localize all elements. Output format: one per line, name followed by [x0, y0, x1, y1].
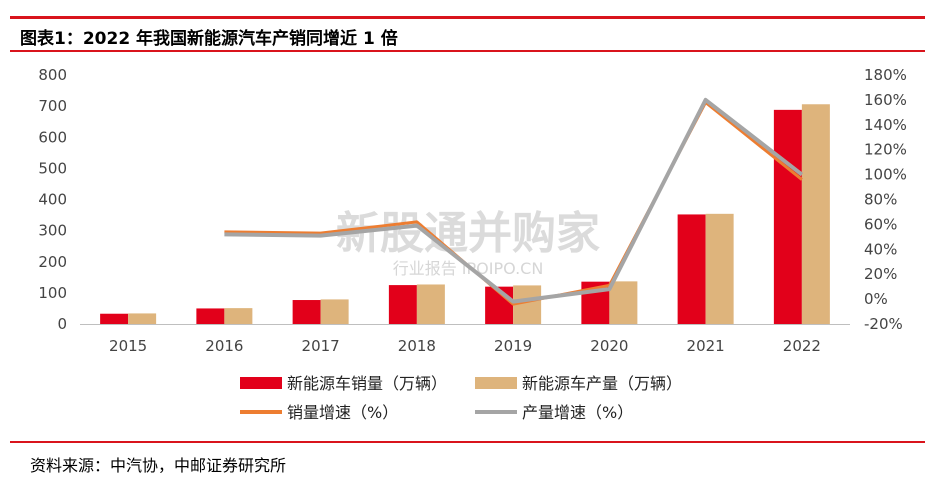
y-right-tick-label: 80%: [864, 191, 897, 209]
x-tick-label-2015: 2015: [109, 337, 147, 355]
watermark-main: 新股通并购家: [336, 208, 600, 259]
y-right-tick-label: 120%: [864, 141, 907, 159]
title-rule: [10, 50, 925, 52]
x-tick-label-2017: 2017: [302, 337, 340, 355]
y-right-tick-label: 160%: [864, 91, 907, 109]
y-left-tick-label: 700: [38, 97, 67, 115]
bottom-rule: [10, 441, 925, 443]
y-left-tick-label: 600: [38, 128, 67, 146]
bar-sales-2022: [773, 109, 802, 324]
line-production-growth: [224, 97, 804, 304]
y-left-tick-label: 100: [38, 284, 67, 302]
x-tick-label-2022: 2022: [783, 337, 821, 355]
y-right-tick-label: 140%: [864, 116, 907, 134]
y-right-tick-label: 40%: [864, 240, 897, 258]
legend-sales-label: 新能源车销量（万辆）: [287, 374, 447, 393]
legend-sales-growth: 销量增速（%）: [240, 403, 398, 422]
legend-production: 新能源车产量（万辆）: [475, 374, 682, 393]
x-tick-label-2020: 2020: [590, 337, 628, 355]
y-left-tick-label: 800: [38, 66, 67, 84]
x-tick-label-2021: 2021: [687, 337, 725, 355]
legend-production-label: 新能源车产量（万辆）: [522, 374, 682, 393]
x-tick-label-2016: 2016: [205, 337, 243, 355]
bar-production-2018: [416, 284, 445, 324]
top-rule: [10, 16, 925, 19]
x-tick-label-2019: 2019: [494, 337, 532, 355]
bar-production-2021: [705, 213, 734, 324]
bar-sales-2018: [388, 285, 417, 324]
legend-sales-swatch: [240, 377, 282, 389]
y-right-tick-label: 0%: [864, 290, 888, 308]
bar-sales-2017: [292, 300, 321, 324]
bar-production-2015: [128, 313, 157, 324]
y-left-tick-label: 400: [38, 191, 67, 209]
y-left-tick-label: 500: [38, 159, 67, 177]
y-left-tick-label: 200: [38, 253, 67, 271]
y-right-tick-label: 20%: [864, 265, 897, 283]
y-right-tick-label: -20%: [864, 315, 903, 333]
legend-production-swatch: [475, 377, 517, 389]
legend-sales-growth-label: 销量增速（%）: [287, 403, 398, 422]
source-note: 资料来源：中汽协，中邮证券研究所: [30, 456, 287, 475]
y-left-tick-label: 0: [57, 315, 67, 333]
bar-sales-2016: [196, 308, 225, 324]
y-right-tick-label: 60%: [864, 215, 897, 233]
bar-sales-2015: [100, 313, 129, 324]
bar-production-2022: [801, 104, 830, 324]
y-right-tick-label: 100%: [864, 166, 907, 184]
bar-production-2017: [320, 299, 349, 324]
x-tick-label-2018: 2018: [398, 337, 436, 355]
legend-production-growth-label: 产量增速（%）: [522, 403, 633, 422]
y-right-tick-label: 180%: [864, 66, 907, 84]
bar-sales-2021: [677, 214, 706, 324]
chart-title: 图表1：2022 年我国新能源汽车产销同增近 1 倍: [20, 29, 398, 49]
bar-production-2016: [224, 308, 253, 324]
legend-production-growth: 产量增速（%）: [475, 403, 633, 422]
bar-production-2020: [609, 281, 638, 324]
y-left-tick-label: 300: [38, 222, 67, 240]
legend-sales: 新能源车销量（万辆）: [240, 374, 447, 393]
